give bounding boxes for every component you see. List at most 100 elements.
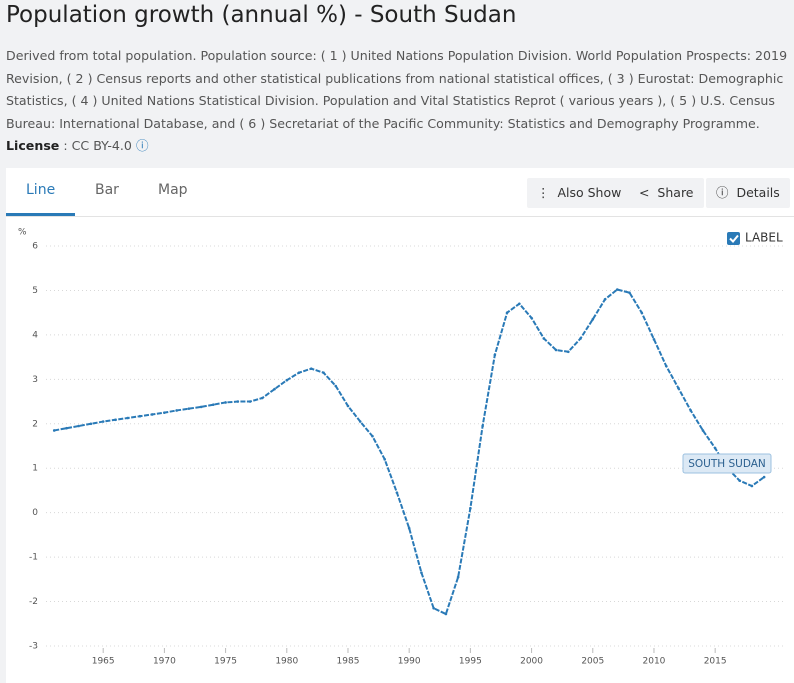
point	[236, 400, 240, 403]
point	[554, 348, 558, 352]
tab[interactable]: Bar	[95, 182, 119, 198]
point	[150, 413, 154, 416]
x-tick-label: 1995	[459, 657, 482, 667]
x-tick-label: 2010	[643, 657, 666, 667]
y-tick-label: -1	[29, 553, 38, 563]
point	[65, 426, 68, 430]
point	[261, 396, 264, 400]
point	[114, 418, 117, 422]
tab-underline	[6, 213, 75, 216]
button-label: Details	[736, 185, 780, 200]
point	[358, 420, 362, 423]
description: Derived from total population. Populatio…	[6, 48, 788, 131]
tab[interactable]: Line	[26, 182, 56, 198]
checkbox[interactable]	[727, 232, 740, 245]
point	[224, 401, 227, 404]
point	[52, 429, 56, 432]
x-tick-label: 2005	[581, 657, 604, 667]
license-value: : CC BY-4.0	[63, 138, 132, 153]
x-tick-label: 2000	[520, 657, 543, 667]
point	[371, 434, 374, 438]
point	[138, 414, 142, 418]
point	[383, 458, 387, 461]
point	[212, 403, 215, 406]
point	[297, 371, 301, 374]
x-tick-label: 1990	[398, 657, 421, 667]
point	[713, 446, 717, 450]
point	[591, 318, 595, 321]
point	[273, 387, 276, 391]
point	[615, 288, 619, 291]
point	[677, 386, 680, 390]
point	[640, 311, 644, 314]
point	[89, 422, 93, 426]
y-axis-label: %	[18, 228, 27, 238]
button-label: Share	[657, 185, 694, 200]
point	[456, 575, 460, 579]
divider	[6, 216, 794, 217]
point	[444, 612, 448, 616]
tab[interactable]: Map	[158, 182, 188, 198]
point	[542, 337, 546, 340]
point	[481, 424, 484, 428]
point	[175, 409, 178, 412]
point	[530, 316, 533, 320]
page-title: Population growth (annual %) - South Sud…	[6, 2, 517, 28]
point	[689, 409, 692, 412]
y-tick-label: 4	[32, 330, 38, 340]
checkmark	[729, 234, 739, 243]
y-tick-label: 3	[32, 375, 38, 385]
point	[603, 298, 607, 301]
button[interactable]: < Share	[629, 178, 704, 208]
point	[187, 407, 191, 410]
license-label: License	[6, 138, 60, 153]
point	[309, 367, 313, 370]
x-tick-label: 1985	[337, 657, 360, 667]
point	[407, 526, 411, 530]
point	[101, 420, 105, 423]
point	[493, 353, 497, 357]
y-tick-label: 2	[32, 419, 38, 429]
point	[664, 364, 668, 368]
point	[420, 571, 423, 574]
y-tick-label: 0	[32, 508, 38, 518]
point	[126, 416, 129, 420]
x-tick-label: 1965	[92, 657, 115, 667]
y-tick-label: -2	[29, 597, 38, 607]
y-tick-label: 6	[32, 242, 38, 252]
point	[334, 384, 338, 388]
button[interactable]: ⋮ Also Show	[527, 178, 632, 208]
button[interactable]: ⓘ Details	[706, 178, 790, 208]
point	[395, 491, 399, 494]
label-toggle[interactable]: LABEL	[745, 231, 783, 245]
license: License : CC BY-4.0 ⓘ	[6, 135, 149, 154]
x-tick-label: 2015	[704, 657, 727, 667]
point	[701, 429, 705, 432]
chart: % LABEL -3 -2 -1 0 1 2 3 4 5 6 1965 1970 1975 1980 198…	[18, 228, 785, 667]
point	[346, 404, 350, 408]
series-label: SOUTH SUDAN	[688, 458, 766, 470]
point	[322, 371, 325, 374]
point	[566, 350, 570, 354]
chart-card: Line Bar Map ⋮ Also Show < Share ⓘ Detai…	[6, 168, 794, 683]
button-label: Also Show	[557, 185, 622, 200]
point	[199, 405, 203, 409]
point	[579, 337, 582, 340]
y-tick-label: 1	[32, 464, 38, 474]
point	[750, 484, 754, 488]
point	[505, 311, 509, 314]
point	[248, 400, 252, 403]
point	[738, 479, 741, 482]
point	[762, 475, 766, 479]
x-tick-label: 1980	[275, 657, 298, 667]
point	[628, 291, 631, 294]
point	[652, 338, 656, 341]
point	[518, 302, 521, 306]
y-tick-label: 5	[32, 286, 38, 296]
info-icon[interactable]: ⓘ	[135, 138, 149, 153]
x-tick-label: 1975	[214, 657, 237, 667]
line	[54, 288, 765, 616]
point	[432, 606, 435, 610]
y-tick-label: -3	[29, 642, 38, 652]
x-tick-label: 1970	[153, 657, 176, 667]
